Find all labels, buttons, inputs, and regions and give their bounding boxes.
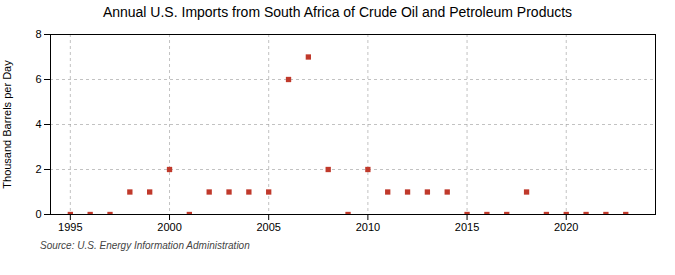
svg-text:2000: 2000 (157, 221, 181, 233)
svg-text:2020: 2020 (554, 221, 578, 233)
svg-text:0: 0 (35, 208, 41, 220)
svg-text:2015: 2015 (455, 221, 479, 233)
svg-text:8: 8 (35, 28, 41, 40)
svg-text:2010: 2010 (356, 221, 380, 233)
svg-text:Thousand Barrels per Day: Thousand Barrels per Day (1, 60, 13, 189)
svg-text:2: 2 (35, 163, 41, 175)
html-text:Source: U.S. Energy Informatio: Source: U.S. Energy Information Administ… (40, 240, 250, 251)
svg-text:4: 4 (35, 118, 41, 130)
svg-text:1995: 1995 (58, 221, 82, 233)
svg-text:2005: 2005 (256, 221, 280, 233)
svg-text:6: 6 (35, 73, 41, 85)
html-text:Annual U.S. Imports from South: Annual U.S. Imports from South Africa of… (102, 4, 573, 20)
